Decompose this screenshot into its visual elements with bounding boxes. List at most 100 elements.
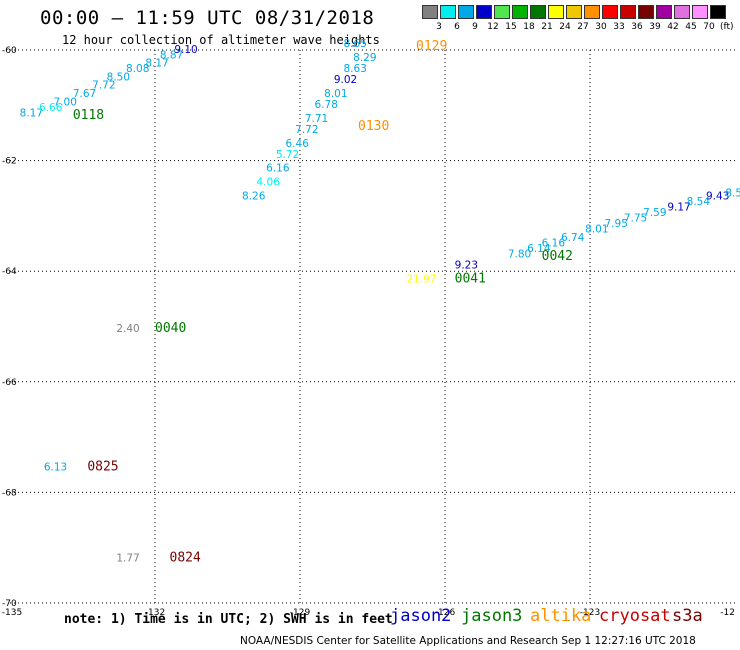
legend-label: 39 xyxy=(649,22,661,32)
wave-height-value: 8.01 xyxy=(324,88,347,100)
mission-cryosat: cryosat xyxy=(599,606,671,626)
pass-time-label: 0118 xyxy=(73,108,104,123)
legend-label: 42 xyxy=(667,22,679,32)
legend-label: 15 xyxy=(505,22,517,32)
lat-tick-label: -68 xyxy=(2,488,17,498)
pass-time-label: 0130 xyxy=(358,119,389,134)
wave-height-value: 6.14 xyxy=(527,243,551,255)
wave-height-value: 6.74 xyxy=(561,232,585,244)
wave-height-value: 7.00 xyxy=(54,96,77,108)
legend-unit: (ft) xyxy=(720,22,734,32)
wave-height-value: 9.17 xyxy=(667,201,690,213)
lon-tick-label: -132 xyxy=(145,608,165,618)
pass-time-label: 0824 xyxy=(170,551,201,566)
wave-height-value: 8.29 xyxy=(353,52,376,64)
wave-height-value: 8.56 xyxy=(725,188,740,200)
wave-height-value: 9.10 xyxy=(174,44,197,56)
mission-altika: altika xyxy=(530,606,592,626)
legend-swatch xyxy=(548,5,564,19)
lon-tick-label: -126 xyxy=(435,608,456,618)
legend-swatch xyxy=(494,5,510,19)
wave-height-value: 6.16 xyxy=(266,163,290,175)
legend-swatch xyxy=(602,5,618,19)
wave-height-value: 8.65 xyxy=(344,38,367,50)
lat-tick-label: -62 xyxy=(2,157,17,167)
legend-label: 24 xyxy=(559,22,571,32)
wave-height-value: 7.59 xyxy=(643,207,666,219)
legend-label: 36 xyxy=(631,22,643,32)
legend-swatch xyxy=(422,5,438,19)
wave-height-value: 8.01 xyxy=(585,223,608,235)
legend-swatch xyxy=(620,5,636,19)
wave-height-value: 8.08 xyxy=(126,63,149,75)
mission-jason2: jason2 xyxy=(390,606,452,626)
observation-labels: 8.176.667.007.677.728.508.088.178.879.10… xyxy=(20,38,740,564)
wave-height-value: 9.43 xyxy=(706,190,729,202)
legend-label: 45 xyxy=(685,22,697,32)
wave-height-value: 6.16 xyxy=(542,237,566,249)
wave-height-value: 7.80 xyxy=(508,248,531,260)
wave-height-value: 21.97 xyxy=(406,273,436,285)
wave-height-value: 7.72 xyxy=(295,124,318,136)
wave-height-value: 7.75 xyxy=(624,212,647,224)
legend-label: 12 xyxy=(487,22,499,32)
lon-tick-label: -135 xyxy=(2,608,22,618)
wave-height-value: 6.13 xyxy=(44,461,67,473)
wave-height-value: 8.26 xyxy=(242,190,266,202)
legend-label: 9 xyxy=(472,22,478,32)
legend-label: 3 xyxy=(436,22,442,32)
legend-swatch xyxy=(566,5,582,19)
legend-swatch xyxy=(476,5,492,19)
legend-swatch xyxy=(638,5,654,19)
map-title: 00:00 – 11:59 UTC 08/31/2018 xyxy=(40,7,375,29)
legend-swatch xyxy=(530,5,546,19)
wave-height-value: 8.87 xyxy=(160,49,183,61)
legend-swatch xyxy=(692,5,708,19)
wave-height-value: 5.72 xyxy=(276,149,299,161)
wave-height-value: 9.02 xyxy=(334,74,357,86)
legend-swatch xyxy=(584,5,600,19)
wave-height-value: 6.66 xyxy=(39,102,63,114)
mission-jason3: jason3 xyxy=(461,606,523,626)
legend-label: 70 xyxy=(703,22,715,32)
pass-time-labels: 0118 0129 0130 0041 0042 0040 0825 0824 xyxy=(73,39,573,566)
wave-height-value: 6.78 xyxy=(315,99,338,111)
wave-height-value: 4.06 xyxy=(257,176,281,188)
mission-s3a: s3a xyxy=(672,606,703,626)
pass-time-label: 0041 xyxy=(455,271,486,286)
legend-label: 21 xyxy=(541,22,553,32)
wave-height-value: 7.95 xyxy=(605,218,628,230)
legend-swatch xyxy=(674,5,690,19)
wave-height-value: 8.17 xyxy=(145,58,168,70)
wave-height-value: 2.40 xyxy=(116,323,139,335)
lon-tick-label: -12 xyxy=(720,608,735,618)
map-subtitle: 12 hour collection of altimeter wave hei… xyxy=(62,33,380,47)
wave-height-value: 7.67 xyxy=(73,88,96,100)
lat-tick-label: -70 xyxy=(2,599,17,609)
axis-tick-labels: -60 -62 -64 -66 -68 -70-135 -132 -129 -126 -123 -1… xyxy=(2,46,735,618)
wave-height-value: 1.77 xyxy=(116,553,139,565)
wave-height-value: 8.17 xyxy=(20,107,43,119)
legend-label: 27 xyxy=(577,22,589,32)
pass-time-label: 0040 xyxy=(155,321,186,336)
lat-tick-label: -64 xyxy=(2,267,17,277)
wave-height-value: 6.46 xyxy=(286,138,310,150)
legend-swatch xyxy=(512,5,528,19)
lon-tick-label: -129 xyxy=(290,608,311,618)
wave-height-value: 8.50 xyxy=(107,71,130,83)
wave-height-value: 8.63 xyxy=(344,63,367,75)
wave-height-value: 7.71 xyxy=(305,113,328,125)
legend-swatch xyxy=(440,5,456,19)
lat-tick-label: -66 xyxy=(2,378,17,388)
wave-height-value: 7.72 xyxy=(92,80,115,92)
legend-swatch xyxy=(710,5,726,19)
wave-height-value: 8.54 xyxy=(687,196,711,208)
footer-note: note: 1) Time is in UTC; 2) SWH is in fe… xyxy=(64,612,393,627)
pass-time-label: 0129 xyxy=(416,39,447,54)
wave-height-value: 9.23 xyxy=(455,259,478,271)
pass-time-label: 0825 xyxy=(87,459,118,474)
pass-time-label: 0042 xyxy=(542,249,573,264)
legend-label: 33 xyxy=(613,22,625,32)
lat-tick-label: -60 xyxy=(2,46,17,56)
